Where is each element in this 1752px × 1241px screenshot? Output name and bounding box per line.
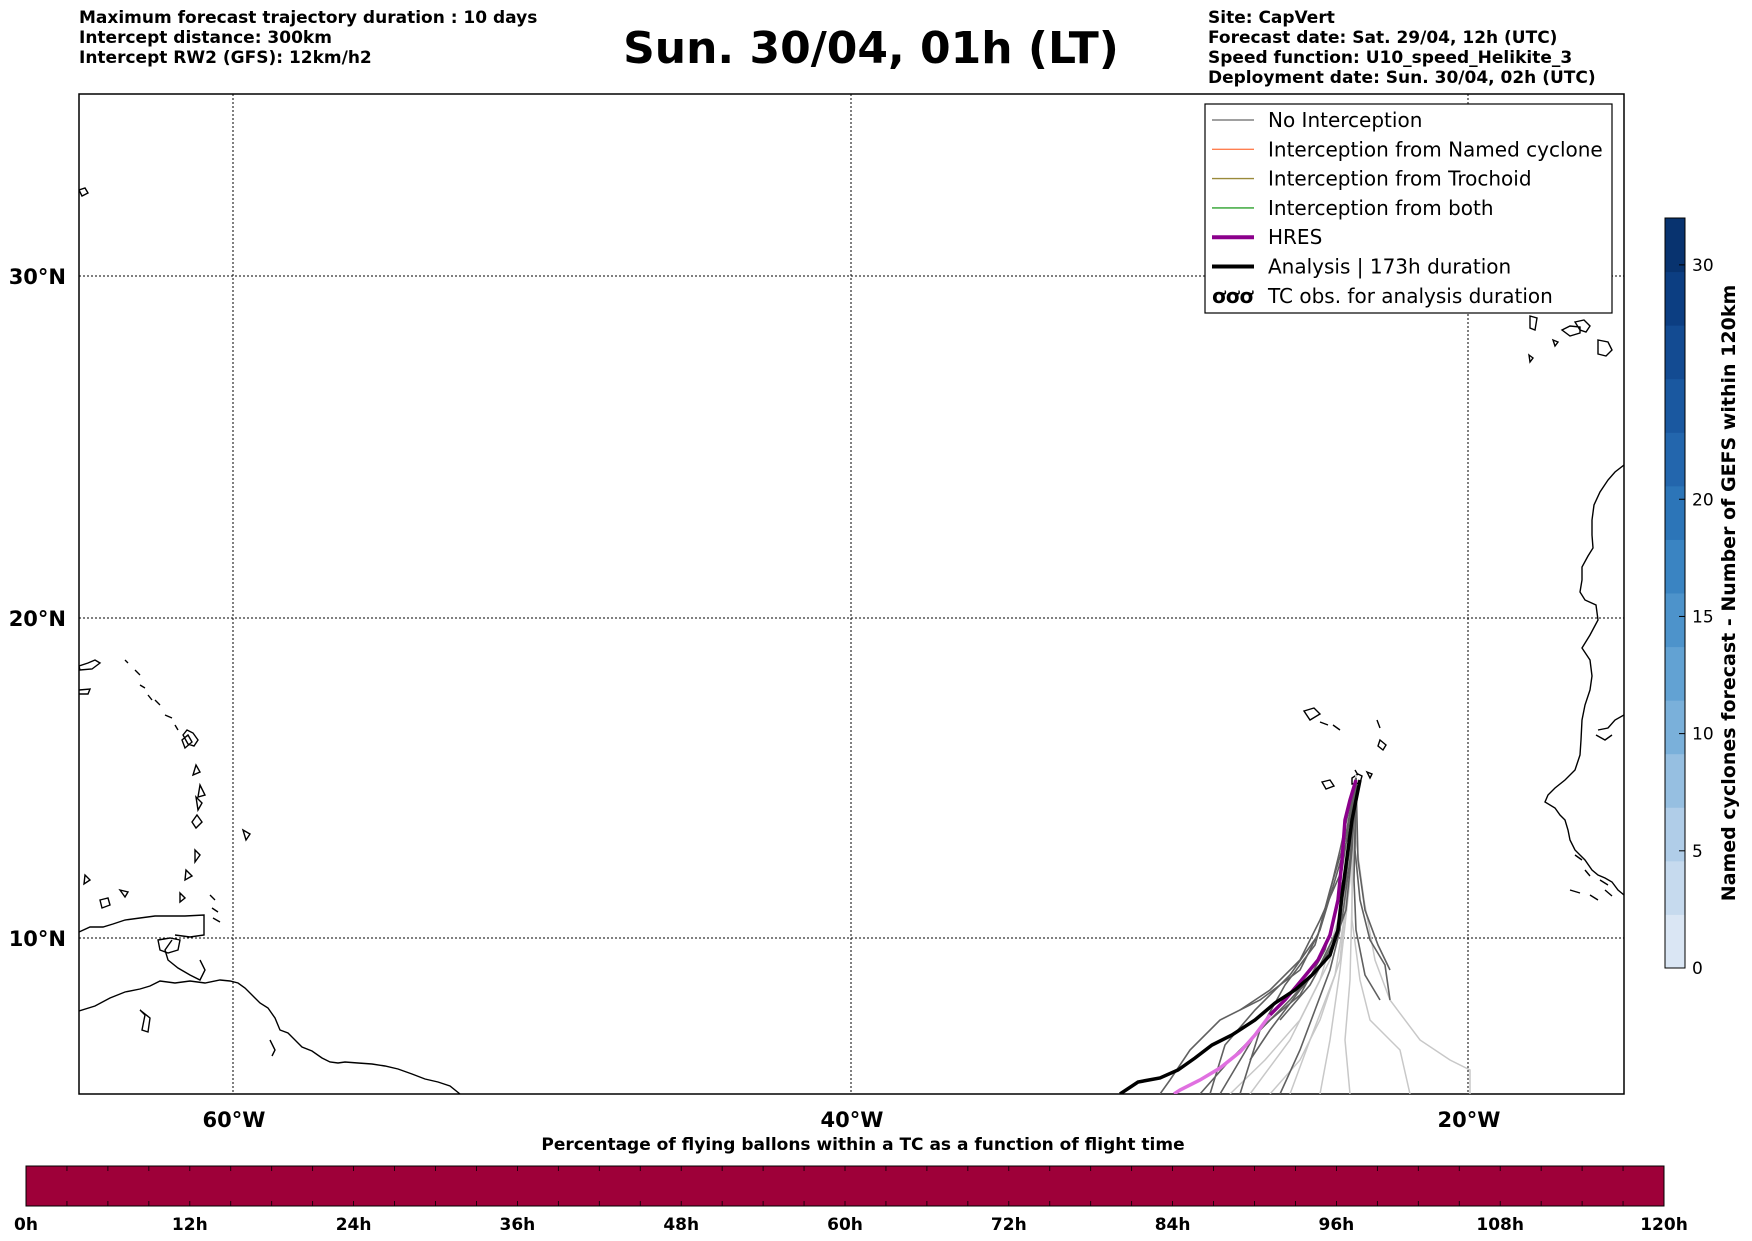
colorbar-segment <box>1665 914 1685 969</box>
legend-label: No Interception <box>1268 108 1422 132</box>
colorbar-segment <box>1665 593 1685 648</box>
flight-time-tick-label: 84h <box>1155 1215 1191 1235</box>
flight-time-tick-label: 0h <box>14 1215 38 1235</box>
colorbar-segment <box>1665 432 1685 487</box>
light-traj-5 <box>1344 774 1357 1094</box>
legend-entry: Interception from Trochoid <box>1212 167 1532 191</box>
dark-traj-10 <box>1239 777 1357 1011</box>
site-text: Site: CapVert <box>1208 8 1335 28</box>
trinidad <box>157 937 181 954</box>
flight-time-tick-label: 108h <box>1476 1215 1524 1235</box>
guyana-coast <box>139 1009 276 1057</box>
africa-coast <box>1544 464 1624 896</box>
legend-label: TC obs. for analysis duration <box>1267 284 1553 308</box>
lon-label-60w: 60°W <box>203 1108 266 1132</box>
legend-entry: Interception from Named cyclone <box>1212 137 1603 161</box>
speed-function-text: Speed function: U10_speed_Helikite_3 <box>1208 48 1573 68</box>
colorbar-segment <box>1665 218 1685 273</box>
colorbar: 0 5 10 15 20 30 Named cyclones forecast - Num… <box>1664 217 1740 979</box>
colorbar-label: Named cyclones forecast - Number of GEFS… <box>1718 285 1740 902</box>
flight-time-tick-label: 60h <box>827 1215 863 1235</box>
dark-traj-9 <box>1355 777 1391 971</box>
colorbar-frame <box>1664 217 1686 969</box>
header-left-info: Maximum forecast trajectory duration : 1… <box>79 8 537 68</box>
colorbar-tick-label: 5 <box>1692 842 1703 862</box>
flight-time-tick-label: 72h <box>991 1215 1027 1235</box>
tc-obs-symbol: ơơơ <box>1212 284 1254 308</box>
colorbar-segment <box>1665 378 1685 433</box>
legend-box <box>1204 103 1613 314</box>
puerto-rico-hispaniola <box>79 659 102 695</box>
legend-label: Interception from Named cyclone <box>1268 137 1603 161</box>
flight-time-bar-title: Percentage of flying ballons within a TC… <box>541 1135 1184 1155</box>
flight-time-tick-label: 12h <box>172 1215 208 1235</box>
legend-entry: Analysis | 173h duration <box>1212 255 1511 279</box>
max-duration-text: Maximum forecast trajectory duration : 1… <box>79 8 538 28</box>
legend-entry: No Interception <box>1212 108 1422 132</box>
legend-entry: HRES <box>1212 225 1322 249</box>
colorbar-segment <box>1665 271 1685 326</box>
colorbar-segment <box>1665 646 1685 701</box>
map-content <box>79 94 1624 1094</box>
senegal-coast <box>1595 714 1624 741</box>
lon-label-20w: 20°W <box>1438 1108 1501 1132</box>
lon-label-40w: 40°W <box>821 1108 884 1132</box>
lesser-antilles <box>179 729 251 904</box>
colorbar-tick-label: 15 <box>1692 607 1714 627</box>
flight-time-tick-label: 48h <box>663 1215 699 1235</box>
forecast-date-text: Forecast date: Sat. 29/04, 12h (UTC) <box>1208 28 1558 48</box>
colorbar-tick-label: 0 <box>1692 959 1703 979</box>
virgin-islands <box>124 659 179 731</box>
colorbar-segment <box>1665 753 1685 808</box>
lat-label-20n: 20°N <box>9 607 66 631</box>
legend-label: Analysis | 173h duration <box>1268 255 1511 279</box>
flight-time-tick-label: 96h <box>1319 1215 1355 1235</box>
colorbar-segment <box>1665 539 1685 594</box>
north-coast-islands <box>79 187 89 197</box>
header-right-info: Site: CapVert Forecast date: Sat. 29/04,… <box>1208 8 1596 88</box>
lat-label-10n: 10°N <box>9 927 66 951</box>
intercept-rw2-text: Intercept RW2 (GFS): 12km/h2 <box>79 48 372 68</box>
lon-labels: 60°W 40°W 20°W <box>203 1108 1501 1132</box>
colombia-caribbean <box>83 873 221 923</box>
venezuela-coast <box>79 914 205 938</box>
colorbar-segment <box>1665 485 1685 540</box>
colorbar-segment <box>1665 700 1685 755</box>
flight-time-bar-fill <box>25 1165 1665 1207</box>
flight-time-tick-label: 24h <box>336 1215 372 1235</box>
africa-south-islands <box>1569 854 1613 901</box>
deployment-date-text: Deployment date: Sun. 30/04, 02h (UTC) <box>1208 68 1596 88</box>
cape-verde <box>1302 707 1387 790</box>
colorbar-tick-label: 20 <box>1692 490 1714 510</box>
gridlines <box>79 94 1624 1094</box>
analysis-trajectory <box>1119 779 1362 1094</box>
hres-trajectory-light <box>1173 1013 1272 1094</box>
lat-label-30n: 30°N <box>9 265 66 289</box>
dark-traj-12 <box>1353 777 1381 1001</box>
legend-label: HRES <box>1268 225 1322 249</box>
colorbar-tick-label: 30 <box>1692 256 1714 276</box>
legend-label: Interception from both <box>1268 196 1494 220</box>
legend-entry: Interception from both <box>1212 196 1494 220</box>
coastlines <box>79 187 1624 1094</box>
flight-time-tick-label: 36h <box>500 1215 536 1235</box>
page-title: Sun. 30/04, 01h (LT) <box>623 23 1119 74</box>
flight-time-bar: Percentage of flying ballons within a TC… <box>14 1135 1688 1235</box>
colorbar-segment <box>1665 860 1685 915</box>
legend-entry: ơơơ TC obs. for analysis duration <box>1212 284 1553 308</box>
paria-gulf <box>164 939 206 981</box>
lat-labels: 30°N 20°N 10°N <box>9 265 66 951</box>
legend: No Interception Interception from Named c… <box>1204 103 1613 314</box>
colorbar-segment <box>1665 325 1685 380</box>
south-america-coast <box>79 979 461 1094</box>
trajectories <box>1119 774 1471 1094</box>
colorbar-segment <box>1665 807 1685 862</box>
canary-islands <box>1528 315 1613 364</box>
intercept-distance-text: Intercept distance: 300km <box>79 28 332 48</box>
legend-label: Interception from Trochoid <box>1268 167 1532 191</box>
colorbar-tick-label: 10 <box>1692 725 1714 745</box>
flight-time-tick-label: 120h <box>1640 1215 1688 1235</box>
